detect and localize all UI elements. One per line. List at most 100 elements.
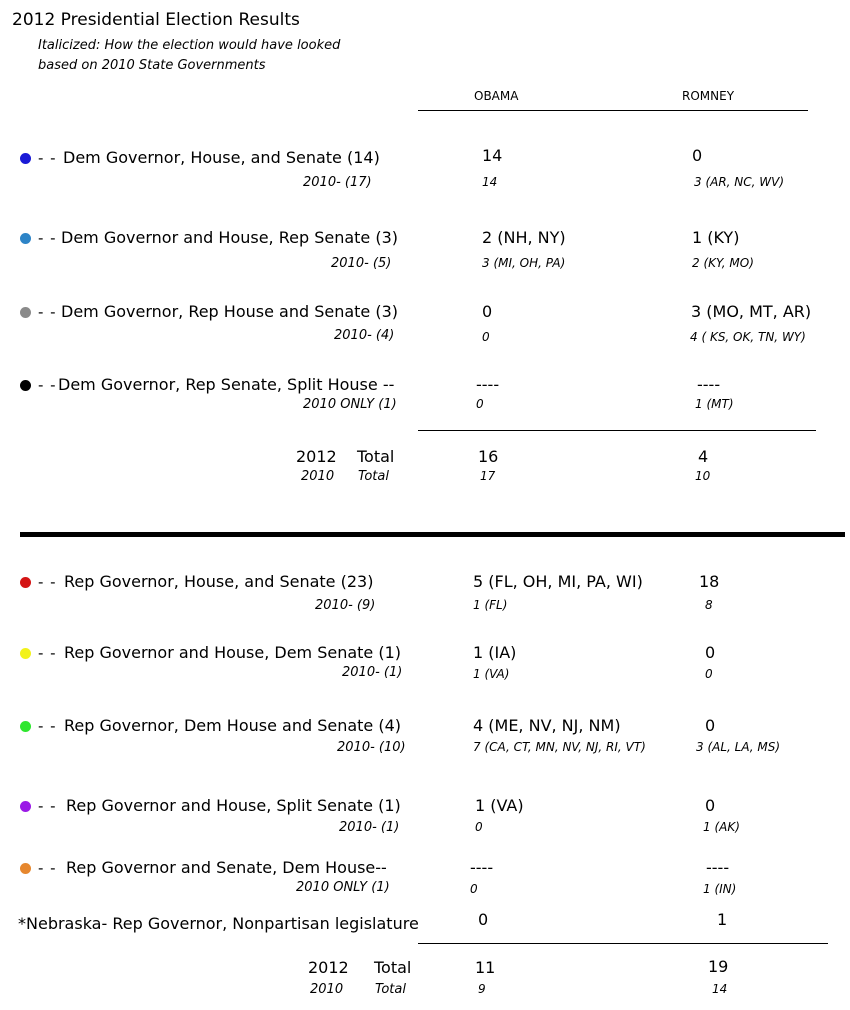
- rep-row-label: Rep Governor, Dem House and Senate (4): [64, 716, 402, 735]
- dem-row-2010-count: 2010 ONLY (1): [303, 397, 397, 412]
- nebraska-note: *Nebraska- Rep Governor, Nonpartisan leg…: [18, 914, 419, 933]
- dem-row-label: Dem Governor, House, and Senate (14): [63, 148, 380, 167]
- rep-total-rule: [418, 943, 828, 944]
- rep-total-label: Total: [374, 958, 412, 977]
- rep-row-romney-2010: 0: [705, 667, 713, 681]
- rep-row-obama: 1 (VA): [475, 796, 524, 815]
- rep-row-romney: 0: [705, 796, 716, 815]
- rep-row-label: Rep Governor, House, and Senate (23): [64, 572, 374, 591]
- rep-total-year: 2012: [308, 958, 349, 977]
- dem-total-label: Total: [357, 447, 395, 466]
- rep-row-label: Rep Governor and Senate, Dem House--: [66, 858, 387, 877]
- rep-total-romney-2010: 14: [712, 982, 728, 996]
- rep-row-obama-2010: 0: [475, 820, 483, 834]
- rep-row-2010-count: 2010- (1): [339, 820, 400, 835]
- rep-row-dash: - -: [38, 797, 57, 815]
- rep-row-obama-2010: 7 (CA, CT, MN, NV, NJ, RI, VT): [473, 740, 646, 754]
- section-divider: [20, 532, 845, 537]
- rep-row-label: Rep Governor and House, Split Senate (1): [66, 796, 401, 815]
- rep-total-romney: 19: [708, 957, 729, 976]
- column-header-obama: OBAMA: [474, 89, 519, 103]
- dem-row-label: Dem Governor, Rep House and Senate (3): [61, 302, 399, 321]
- rep-row-obama-2010: 1 (FL): [473, 598, 508, 612]
- rep-legend-dot-icon: [20, 577, 31, 588]
- dem-legend-dot-icon: [20, 307, 31, 318]
- rep-row-romney: 0: [705, 716, 716, 735]
- rep-row-obama-2010: 0: [470, 882, 478, 896]
- dem-total-rule: [418, 430, 816, 431]
- dem-row-romney: ----: [697, 375, 721, 394]
- rep-legend-dot-icon: [20, 863, 31, 874]
- dem-row-romney-2010: 2 (KY, MO): [692, 256, 754, 270]
- page-title: 2012 Presidential Election Results: [12, 10, 300, 30]
- rep-row-dash: - -: [38, 717, 57, 735]
- rep-row-2010-count: 2010 ONLY (1): [296, 880, 390, 895]
- rep-row-romney: 18: [699, 572, 720, 591]
- dem-total-year: 2012: [296, 447, 337, 466]
- column-header-romney: ROMNEY: [682, 89, 735, 103]
- rep-row-dash: - -: [38, 644, 57, 662]
- dem-row-obama-2010: 0: [482, 330, 490, 344]
- rep-row-dash: - -: [38, 859, 57, 877]
- dem-legend-dot-icon: [20, 233, 31, 244]
- dem-row-label: Dem Governor, Rep Senate, Split House --: [58, 375, 395, 394]
- rep-row-romney: 0: [705, 643, 716, 662]
- rep-row-obama: 4 (ME, NV, NJ, NM): [473, 716, 621, 735]
- dem-row-romney: 3 (MO, MT, AR): [691, 302, 812, 321]
- dem-total-year-2010: 2010: [301, 469, 335, 484]
- rep-total-label-2010: Total: [375, 982, 406, 997]
- dem-total-obama-2010: 17: [480, 469, 496, 483]
- nebraska-obama: 0: [478, 910, 489, 929]
- rep-row-2010-count: 2010- (1): [342, 665, 403, 680]
- dem-legend-dot-icon: [20, 153, 31, 164]
- dem-row-obama-2010: 0: [476, 397, 484, 411]
- rep-row-2010-count: 2010- (9): [315, 598, 376, 613]
- dem-row-dash: - -: [38, 229, 57, 247]
- dem-row-romney: 0: [692, 146, 703, 165]
- rep-row-obama-2010: 1 (VA): [473, 667, 510, 681]
- dem-row-dash: - -: [38, 376, 57, 394]
- dem-row-obama: 14: [482, 146, 503, 165]
- header-rule: [418, 110, 808, 111]
- dem-legend-dot-icon: [20, 380, 31, 391]
- nebraska-romney: 1: [717, 910, 728, 929]
- dem-row-romney: 1 (KY): [692, 228, 740, 247]
- dem-row-2010-count: 2010- (4): [334, 328, 395, 343]
- dem-total-romney: 4: [698, 447, 709, 466]
- dem-total-obama: 16: [478, 447, 499, 466]
- dem-row-label: Dem Governor and House, Rep Senate (3): [61, 228, 399, 247]
- rep-row-romney-2010: 1 (AK): [703, 820, 740, 834]
- dem-row-romney-2010: 3 (AR, NC, WV): [694, 175, 785, 189]
- rep-row-obama: ----: [470, 858, 494, 877]
- dem-row-dash: - -: [38, 149, 57, 167]
- dem-total-label-2010: Total: [358, 469, 389, 484]
- dem-row-romney-2010: 1 (MT): [695, 397, 734, 411]
- rep-total-year-2010: 2010: [310, 982, 344, 997]
- rep-row-2010-count: 2010- (10): [337, 740, 406, 755]
- rep-legend-dot-icon: [20, 648, 31, 659]
- dem-row-dash: - -: [38, 303, 57, 321]
- dem-row-2010-count: 2010- (5): [331, 256, 392, 271]
- rep-total-obama-2010: 9: [478, 982, 486, 996]
- dem-row-obama: ----: [476, 375, 500, 394]
- dem-row-2010-count: 2010- (17): [303, 175, 372, 190]
- rep-row-romney-2010: 3 (AL, LA, MS): [696, 740, 781, 754]
- rep-row-obama: 1 (IA): [473, 643, 517, 662]
- dem-row-obama-2010: 3 (MI, OH, PA): [482, 256, 566, 270]
- subtitle-line-1: Italicized: How the election would have …: [38, 38, 341, 53]
- dem-row-obama: 0: [482, 302, 493, 321]
- rep-legend-dot-icon: [20, 721, 31, 732]
- rep-row-dash: - -: [38, 573, 57, 591]
- rep-row-label: Rep Governor and House, Dem Senate (1): [64, 643, 402, 662]
- rep-legend-dot-icon: [20, 801, 31, 812]
- rep-row-obama: 5 (FL, OH, MI, PA, WI): [473, 572, 643, 591]
- dem-row-obama-2010: 14: [482, 175, 498, 189]
- subtitle-line-2: based on 2010 State Governments: [38, 58, 266, 73]
- rep-row-romney-2010: 8: [705, 598, 713, 612]
- dem-row-romney-2010: 4 ( KS, OK, TN, WY): [690, 330, 806, 344]
- rep-row-romney: ----: [706, 858, 730, 877]
- dem-total-romney-2010: 10: [695, 469, 711, 483]
- dem-row-obama: 2 (NH, NY): [482, 228, 566, 247]
- rep-row-romney-2010: 1 (IN): [703, 882, 737, 896]
- rep-total-obama: 11: [475, 958, 496, 977]
